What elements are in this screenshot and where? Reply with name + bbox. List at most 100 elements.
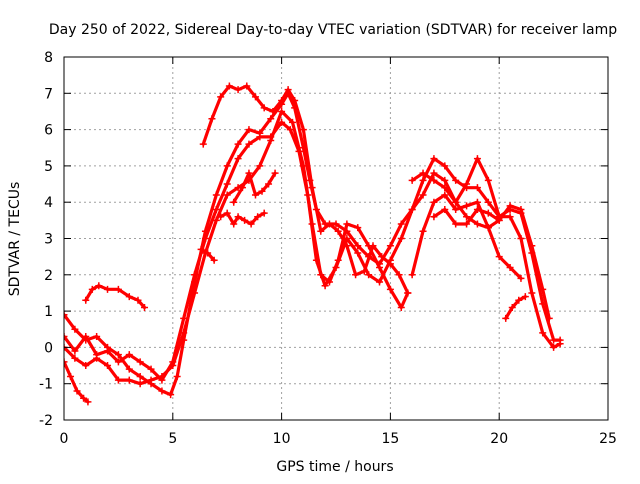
data-point-marker	[167, 391, 175, 399]
data-point-marker	[545, 314, 553, 322]
data-point-marker	[539, 329, 547, 337]
data-point-marker	[502, 314, 510, 322]
data-point-marker	[84, 398, 92, 406]
x-tick-label: 15	[381, 431, 399, 447]
data-point-marker	[317, 227, 325, 235]
y-tick-label: -1	[39, 377, 53, 393]
data-point-marker	[234, 213, 242, 221]
data-point-marker	[430, 169, 438, 177]
data-point-marker	[397, 220, 405, 228]
data-point-marker	[147, 365, 155, 373]
data-point-marker	[376, 278, 384, 286]
data-point-marker	[267, 136, 275, 144]
data-point-marker	[354, 249, 362, 257]
x-tick-label: 10	[273, 431, 291, 447]
data-point-marker	[141, 303, 149, 311]
data-point-marker	[125, 351, 133, 359]
data-point-marker	[114, 285, 122, 293]
data-point-marker	[325, 220, 333, 228]
data-point-marker	[463, 180, 471, 188]
data-point-marker	[517, 205, 525, 213]
data-point-marker	[343, 242, 351, 250]
data-point-marker	[430, 198, 438, 206]
y-tick-label: -2	[39, 413, 53, 429]
data-point-marker	[397, 235, 405, 242]
data-point-marker	[245, 140, 253, 148]
data-point-marker	[321, 282, 329, 290]
series-line-trace-6	[219, 211, 266, 226]
data-point-marker	[147, 376, 155, 384]
data-point-marker	[395, 271, 403, 279]
data-point-marker	[325, 278, 333, 286]
data-point-marker	[484, 198, 492, 206]
data-point-marker	[430, 213, 438, 221]
data-point-marker	[508, 303, 516, 311]
data-point-marker	[308, 184, 316, 192]
data-point-marker	[495, 216, 503, 224]
data-point-marker	[230, 198, 238, 206]
data-point-marker	[278, 118, 286, 126]
data-point-marker	[291, 97, 299, 105]
data-point-marker	[64, 358, 68, 366]
data-point-marker	[234, 155, 242, 163]
data-point-marker	[452, 176, 460, 184]
data-point-marker	[463, 202, 471, 210]
series-line-trace-9	[410, 171, 551, 320]
data-point-marker	[334, 256, 342, 264]
data-point-marker	[332, 220, 340, 228]
series-line-trace-3	[64, 109, 410, 386]
data-point-marker	[419, 191, 427, 199]
axes: 0 5 10 15 20 25 -2 -1 0 1 2 3 4 5 6 7 8	[39, 50, 617, 447]
data-point-marker	[88, 285, 96, 293]
data-point-marker	[452, 198, 460, 206]
y-tick-label: 2	[44, 268, 53, 284]
data-point-marker	[317, 271, 325, 279]
data-point-marker	[506, 213, 514, 221]
data-point-marker	[419, 176, 427, 184]
series-line-trace-12	[504, 295, 527, 320]
data-point-marker	[515, 296, 523, 304]
data-point-marker	[430, 155, 438, 163]
data-point-marker	[286, 126, 294, 134]
data-point-marker	[386, 285, 394, 293]
y-tick-label: 6	[44, 123, 53, 139]
y-tick-label: 4	[44, 195, 53, 211]
data-point-marker	[473, 155, 481, 163]
data-point-marker	[343, 220, 351, 228]
data-point-marker	[463, 220, 471, 228]
x-tick-label: 20	[490, 431, 508, 447]
data-point-marker	[136, 380, 144, 388]
y-tick-label: 3	[44, 232, 53, 248]
data-point-marker	[378, 253, 386, 261]
data-point-marker	[386, 260, 394, 268]
data-point-marker	[180, 329, 188, 337]
data-point-marker	[125, 376, 133, 384]
data-point-marker	[125, 365, 133, 373]
data-point-marker	[238, 184, 246, 192]
data-point-marker	[408, 176, 416, 184]
data-point-marker	[104, 362, 112, 370]
data-point-marker	[484, 224, 492, 232]
data-point-marker	[230, 220, 238, 228]
data-point-marker	[365, 271, 373, 279]
data-point-marker	[136, 372, 144, 380]
data-point-marker	[95, 282, 103, 290]
data-point-marker	[241, 216, 249, 224]
data-point-marker	[517, 235, 525, 242]
data-point-marker	[256, 162, 264, 170]
data-point-marker	[369, 242, 377, 250]
data-point-marker	[539, 285, 547, 293]
y-tick-label: 7	[44, 86, 53, 102]
data-point-marker	[506, 264, 514, 272]
data-point-marker	[506, 202, 514, 210]
data-point-marker	[256, 133, 264, 141]
data-point-marker	[197, 245, 205, 253]
data-point-marker	[334, 227, 342, 235]
data-point-marker	[354, 224, 362, 232]
data-point-marker	[158, 387, 166, 395]
data-point-marker	[254, 213, 262, 221]
data-point-marker	[352, 271, 360, 279]
data-point-marker	[404, 289, 412, 297]
data-point-marker	[245, 169, 253, 177]
